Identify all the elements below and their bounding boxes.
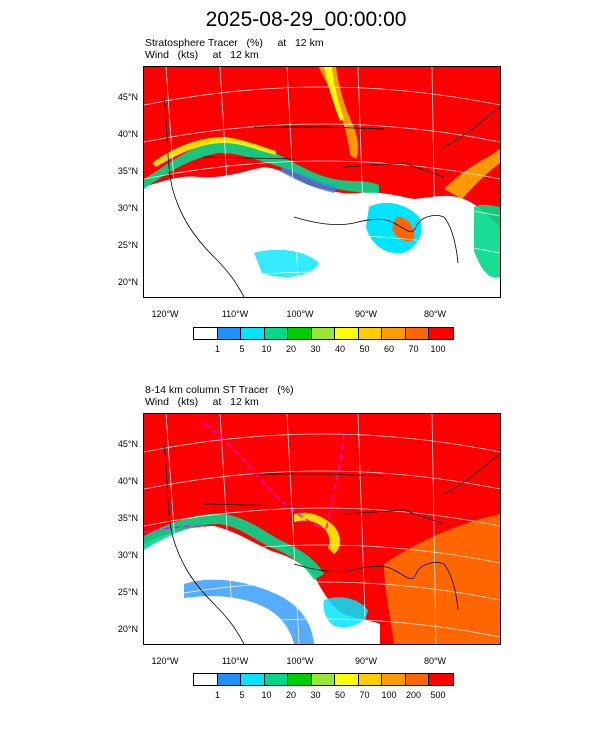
colorbar-label: 1 xyxy=(214,690,220,700)
panel1-colorbar xyxy=(193,327,454,340)
colorbar-swatch xyxy=(264,328,288,339)
colorbar-label: 60 xyxy=(383,344,394,354)
panel1-tracer-band-yellow xyxy=(152,137,276,167)
panel2-lon-label: 120°W xyxy=(151,656,179,666)
panel2-tracer-band-yellow xyxy=(294,512,340,554)
colorbar-swatch xyxy=(264,674,288,685)
colorbar-swatch xyxy=(194,674,218,685)
panel1-lat-label: 40°N xyxy=(117,129,138,139)
panel2-lat-label: 30°N xyxy=(117,550,138,560)
panel1-variable-label: Stratosphere Tracer (%) at 12 km Wind (k… xyxy=(145,37,324,61)
colorbar-swatch xyxy=(382,328,406,339)
colorbar-swatch xyxy=(241,328,265,339)
panel1-lon-label: 120°W xyxy=(151,309,179,319)
panel1-lon-label: 90°W xyxy=(354,309,378,319)
panel1-map-svg xyxy=(144,67,500,297)
colorbar-label: 20 xyxy=(285,690,296,700)
colorbar-swatch xyxy=(311,674,335,685)
colorbar-label: 5 xyxy=(239,344,245,354)
panel1-tracer-band-blue xyxy=(279,167,339,193)
panel2-tracer-band xyxy=(144,513,324,580)
colorbar-label: 200 xyxy=(405,690,422,700)
colorbar-swatch xyxy=(405,328,429,339)
colorbar-label: 50 xyxy=(334,690,345,700)
panel2-low-tracer-region xyxy=(144,526,380,644)
colorbar-swatch xyxy=(288,674,312,685)
colorbar-label: 50 xyxy=(359,344,370,354)
panel1-gulf-blob-core xyxy=(392,216,415,242)
panel2-colorbar xyxy=(193,673,454,686)
figure-title: 2025-08-29_00:00:00 xyxy=(205,8,407,31)
panel1-lat-label: 20°N xyxy=(117,277,138,287)
colorbar-label: 40 xyxy=(334,344,345,354)
colorbar-label: 5 xyxy=(239,690,245,700)
colorbar-label: 20 xyxy=(285,344,296,354)
panel2-orange-east xyxy=(384,514,500,644)
panel1-low-tracer-region xyxy=(144,167,500,297)
colorbar-swatch xyxy=(429,328,453,339)
panel1-coastlines xyxy=(163,96,500,297)
panel2-lon-label: 80°W xyxy=(423,656,447,666)
colorbar-label: 500 xyxy=(430,690,446,700)
colorbar-label: 10 xyxy=(261,690,272,700)
panel1-lat-label: 25°N xyxy=(117,240,138,250)
panel2-lat-label: 35°N xyxy=(117,513,138,523)
panel2-lon-label: 90°W xyxy=(354,656,378,666)
colorbar-swatch xyxy=(358,328,382,339)
colorbar-swatch xyxy=(335,328,359,339)
colorbar-swatch xyxy=(194,328,218,339)
panel1-north-tongue-core xyxy=(324,67,344,121)
panel1-lat-label: 35°N xyxy=(117,166,138,176)
panel2-lat-label: 25°N xyxy=(117,587,138,597)
panel1-map xyxy=(143,66,501,298)
panel1-lon-label: 80°W xyxy=(423,309,447,319)
colorbar-swatch xyxy=(382,674,406,685)
colorbar-label: 30 xyxy=(310,690,321,700)
panel2-label-line1: 8-14 km column ST Tracer (%) xyxy=(145,384,294,396)
colorbar-swatch xyxy=(429,674,453,685)
panel1-tracer-band xyxy=(144,140,379,193)
panel2-lon-label: 110°W xyxy=(221,656,249,666)
panel1-label-line2: Wind (kts) at 12 km xyxy=(145,49,259,61)
panel2-lat-label: 45°N xyxy=(117,439,138,449)
colorbar-swatch xyxy=(217,328,241,339)
colorbar-swatch xyxy=(311,328,335,339)
panel2-graticule xyxy=(144,414,500,644)
panel2-map xyxy=(143,413,501,645)
colorbar-swatch xyxy=(241,674,265,685)
panel2-lon-label: 100°W xyxy=(286,656,314,666)
panel2-map-svg xyxy=(144,414,500,644)
panel1-north-tongue xyxy=(319,67,359,159)
colorbar-label: 100 xyxy=(430,344,446,354)
panel1-lon-label: 100°W xyxy=(286,309,314,319)
colorbar-swatch xyxy=(288,328,312,339)
panel1-south-blob xyxy=(254,249,319,278)
panel2-lat-label: 20°N xyxy=(117,624,138,634)
panel1-lon-label: 110°W xyxy=(221,309,249,319)
colorbar-label: 10 xyxy=(261,344,272,354)
colorbar-label: 30 xyxy=(310,344,321,354)
panel1-label-line1: Stratosphere Tracer (%) at 12 km xyxy=(145,37,324,49)
panel1-lat-label: 45°N xyxy=(117,92,138,102)
colorbar-swatch xyxy=(405,674,429,685)
colorbar-label: 70 xyxy=(359,690,370,700)
panel2-lat-label: 40°N xyxy=(117,476,138,486)
colorbar-label: 100 xyxy=(381,690,397,700)
panel1-graticule xyxy=(144,67,500,297)
panel2-coastlines xyxy=(163,443,500,644)
colorbar-swatch xyxy=(335,674,359,685)
colorbar-label: 1 xyxy=(214,344,220,354)
panel1-florida-strip xyxy=(474,204,500,278)
panel2-tracer-band-blue xyxy=(184,579,314,644)
panel1-lat-label: 30°N xyxy=(117,203,138,213)
panel2-variable-label: 8-14 km column ST Tracer (%) Wind (kts) … xyxy=(145,384,294,408)
colorbar-swatch xyxy=(217,674,241,685)
colorbar-label: 70 xyxy=(408,344,419,354)
panel2-label-line2: Wind (kts) at 12 km xyxy=(145,396,259,408)
colorbar-swatch xyxy=(358,674,382,685)
